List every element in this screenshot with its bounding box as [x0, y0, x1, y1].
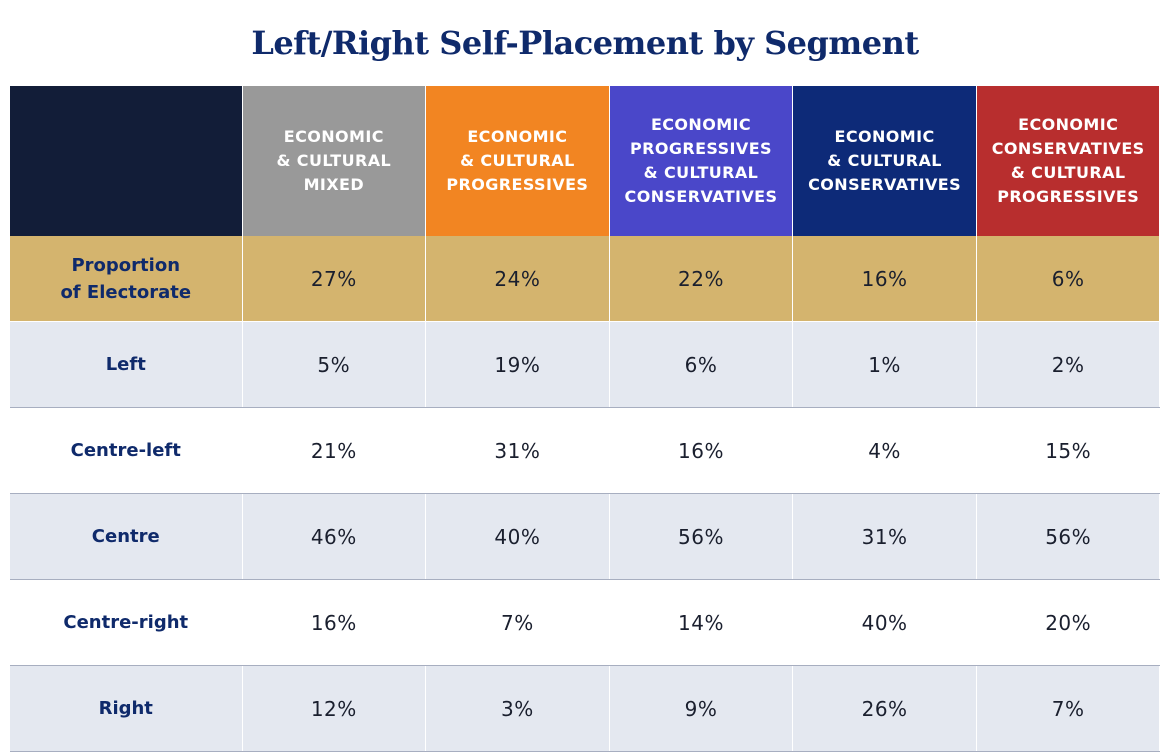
cell-value: 19% — [425, 321, 610, 408]
cell-value: 15% — [976, 407, 1161, 494]
chart-title: Left/Right Self-Placement by Segment — [251, 24, 919, 62]
table-row: Left 5% 19% 6% 1% 2% — [10, 321, 1161, 408]
row-label-line: Centre-left — [70, 440, 181, 461]
column-header: ECONOMIC & CULTURAL PROGRESSIVES — [425, 86, 610, 236]
column-header: ECONOMIC PROGRESSIVES & CULTURAL CONSERVATI… — [609, 86, 794, 236]
column-header-line: & CULTURAL — [827, 151, 942, 170]
column-header-line: & CULTURAL — [1010, 163, 1126, 182]
row-label: Centre-left — [10, 407, 243, 494]
cell-value: 56% — [976, 493, 1161, 580]
column-header-line: PROGRESSIVES — [446, 175, 589, 194]
segment-table: ECONOMIC & CULTURAL MIXED ECONOMIC & CULTURA… — [10, 86, 1161, 752]
cell-value: 31% — [792, 493, 977, 580]
cell-value: 24% — [425, 236, 610, 322]
row-label-line: Centre — [91, 526, 160, 547]
table-row: Centre 46% 40% 56% 31% 56% — [10, 493, 1161, 580]
header-row: ECONOMIC & CULTURAL MIXED ECONOMIC & CULTURA… — [10, 86, 1161, 236]
cell-value: 56% — [609, 493, 794, 580]
cell-value: 3% — [425, 665, 610, 752]
column-header-line: ECONOMIC — [650, 115, 752, 134]
column-header-line: CONSERVATIVES — [991, 139, 1145, 158]
row-label: Proportion of Electorate — [10, 236, 243, 322]
column-header-line: CONSERVATIVES — [624, 187, 778, 206]
cell-value: 21% — [242, 407, 427, 494]
column-header-line: ECONOMIC — [467, 127, 568, 146]
cell-value: 16% — [242, 579, 427, 666]
column-header-line: & CULTURAL — [643, 163, 759, 182]
cell-value: 40% — [792, 579, 977, 666]
cell-value: 20% — [976, 579, 1161, 666]
cell-value: 14% — [609, 579, 794, 666]
column-header: ECONOMIC CONSERVATIVES & CULTURAL PROGRESSI… — [976, 86, 1161, 236]
cell-value: 9% — [609, 665, 794, 752]
cell-value: 4% — [792, 407, 977, 494]
column-header-line: PROGRESSIVES — [997, 187, 1140, 206]
cell-value: 40% — [425, 493, 610, 580]
row-label-line: of Electorate — [60, 281, 192, 303]
table-row: Centre-left 21% 31% 16% 4% 15% — [10, 407, 1161, 494]
cell-value: 6% — [976, 236, 1161, 322]
cell-value: 1% — [792, 321, 977, 408]
cell-value: 22% — [609, 236, 794, 322]
cell-value: 5% — [242, 321, 427, 408]
column-header-line: ECONOMIC — [283, 127, 384, 146]
cell-value: 2% — [976, 321, 1161, 408]
cell-value: 12% — [242, 665, 427, 752]
header-corner — [10, 86, 243, 236]
column-header-line: & CULTURAL — [460, 151, 575, 170]
column-header: ECONOMIC & CULTURAL CONSERVATIVES — [792, 86, 977, 236]
row-label: Centre-right — [10, 579, 243, 666]
row-label-line: Proportion — [71, 254, 181, 276]
cell-value: 46% — [242, 493, 427, 580]
cell-value: 6% — [609, 321, 794, 408]
column-header-line: ECONOMIC — [1018, 115, 1119, 134]
table-row: Right 12% 3% 9% 26% 7% — [10, 665, 1161, 752]
row-label-line: Right — [98, 698, 153, 719]
column-header-line: PROGRESSIVES — [630, 139, 772, 158]
cell-value: 31% — [425, 407, 610, 494]
table-body: Proportion of Electorate 27% 24% 22% 16% 6% Lef… — [10, 236, 1161, 752]
column-header-line: MIXED — [303, 175, 364, 194]
cell-value: 16% — [792, 236, 977, 322]
cell-value: 16% — [609, 407, 794, 494]
row-label-line: Left — [105, 354, 146, 375]
column-header-line: & CULTURAL — [276, 151, 392, 170]
column-header: ECONOMIC & CULTURAL MIXED — [242, 86, 427, 236]
proportion-row: Proportion of Electorate 27% 24% 22% 16% 6% — [10, 236, 1161, 322]
cell-value: 26% — [792, 665, 977, 752]
row-label: Centre — [10, 493, 243, 580]
row-label: Right — [10, 665, 243, 752]
row-label-line: Centre-right — [63, 612, 189, 633]
table-row: Centre-right 16% 7% 14% 40% 20% — [10, 579, 1161, 666]
cell-value: 7% — [425, 579, 610, 666]
cell-value: 27% — [242, 236, 427, 322]
row-label: Left — [10, 321, 243, 408]
column-header-line: ECONOMIC — [834, 127, 935, 146]
cell-value: 7% — [976, 665, 1161, 752]
column-header-line: CONSERVATIVES — [808, 175, 961, 194]
